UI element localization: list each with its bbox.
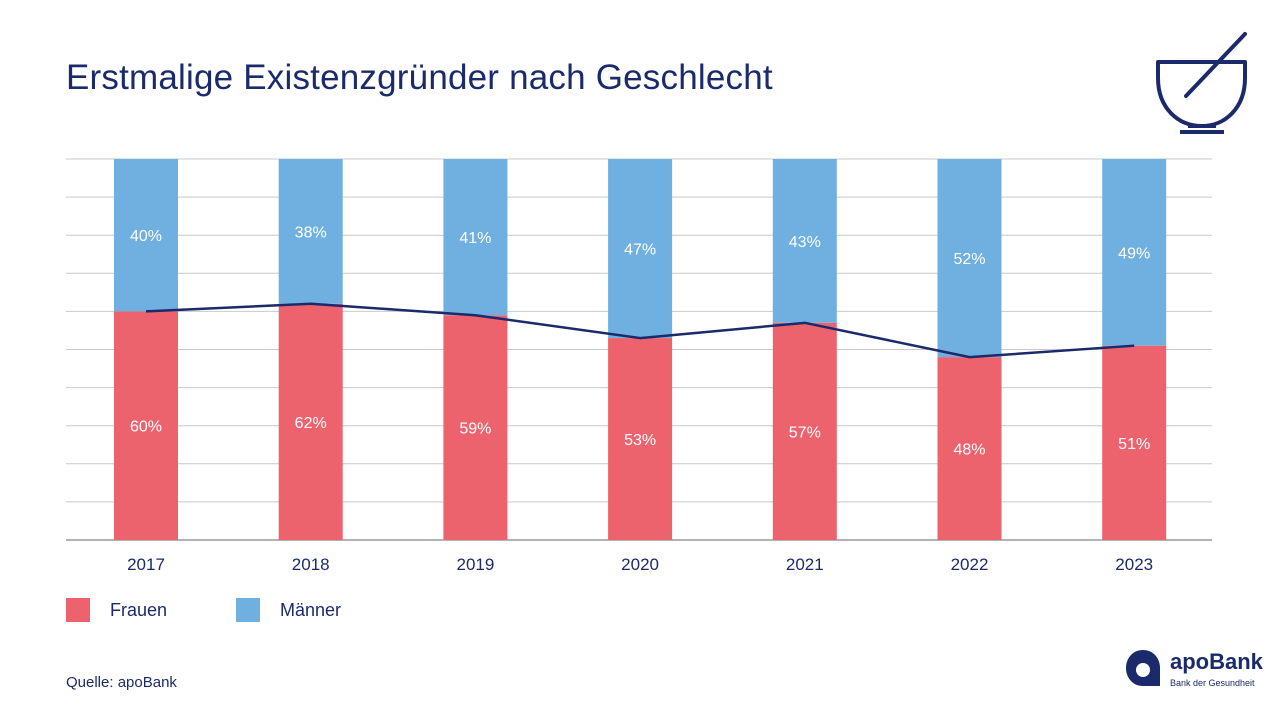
legend-swatch-frauen — [66, 598, 90, 622]
data-label-maenner: 52% — [953, 251, 985, 268]
bar-frauen-2020 — [608, 338, 673, 540]
legend-label-frauen: Frauen — [110, 599, 168, 620]
x-tick-label: 2023 — [1115, 555, 1153, 574]
bar-maenner-2023 — [1102, 159, 1167, 346]
data-label-maenner: 43% — [789, 234, 821, 251]
chart-title: Erstmalige Existenzgründer nach Geschlec… — [66, 58, 773, 97]
stacked-bar-chart: 60% 40% 2017 62% 38% 2018 59% 41% 2019 53% 47% 2020… — [66, 158, 1212, 574]
x-tick-label: 2021 — [786, 555, 824, 574]
data-label-maenner: 38% — [295, 224, 327, 241]
legend-swatch-maenner — [236, 598, 260, 622]
data-label-maenner: 41% — [459, 230, 491, 247]
data-label-frauen: 62% — [295, 415, 327, 432]
legend-item-frauen: Frauen — [66, 598, 167, 622]
x-tick-label: 2018 — [292, 555, 330, 574]
data-label-frauen: 53% — [624, 432, 656, 449]
x-tick-label: 2019 — [456, 555, 494, 574]
apobank-logo: apoBank Bank der Gesundheit — [1124, 648, 1263, 688]
data-label-frauen: 57% — [789, 424, 821, 441]
bar-frauen-2018 — [278, 303, 343, 540]
bar-frauen-2017 — [114, 311, 178, 540]
legend-label-maenner: Männer — [280, 599, 342, 620]
x-tick-label: 2022 — [951, 555, 989, 574]
legend-item-maenner: Männer — [236, 598, 341, 622]
bar-maenner-2017 — [114, 159, 178, 312]
bar-maenner-2021 — [772, 159, 837, 323]
data-label-maenner: 47% — [624, 242, 656, 259]
data-label-frauen: 59% — [459, 421, 491, 438]
data-label-frauen: 48% — [953, 442, 985, 459]
data-label-frauen: 60% — [130, 419, 162, 436]
bar-maenner-2022 — [937, 159, 1002, 358]
source-note: Quelle: apoBank — [66, 674, 177, 691]
x-tick-label: 2017 — [127, 555, 165, 574]
series-line-frauen — [145, 302, 1135, 359]
data-label-frauen: 51% — [1118, 436, 1150, 453]
mortar-pestle-icon — [1156, 32, 1247, 134]
data-label-maenner: 49% — [1118, 245, 1150, 262]
bar-frauen-2021 — [772, 322, 837, 540]
data-label-maenner: 40% — [130, 228, 162, 245]
bar-frauen-2022 — [937, 357, 1002, 540]
bar-maenner-2019 — [443, 159, 508, 316]
logo-brand: apoBank — [1170, 649, 1263, 674]
bar-frauen-2019 — [443, 315, 508, 540]
apobank-logo-icon — [1126, 650, 1160, 686]
bar-frauen-2023 — [1102, 345, 1167, 540]
bar-maenner-2020 — [608, 159, 673, 339]
x-tick-label: 2020 — [621, 555, 659, 574]
bar-maenner-2018 — [278, 159, 343, 304]
logo-tagline: Bank der Gesundheit — [1170, 678, 1255, 688]
